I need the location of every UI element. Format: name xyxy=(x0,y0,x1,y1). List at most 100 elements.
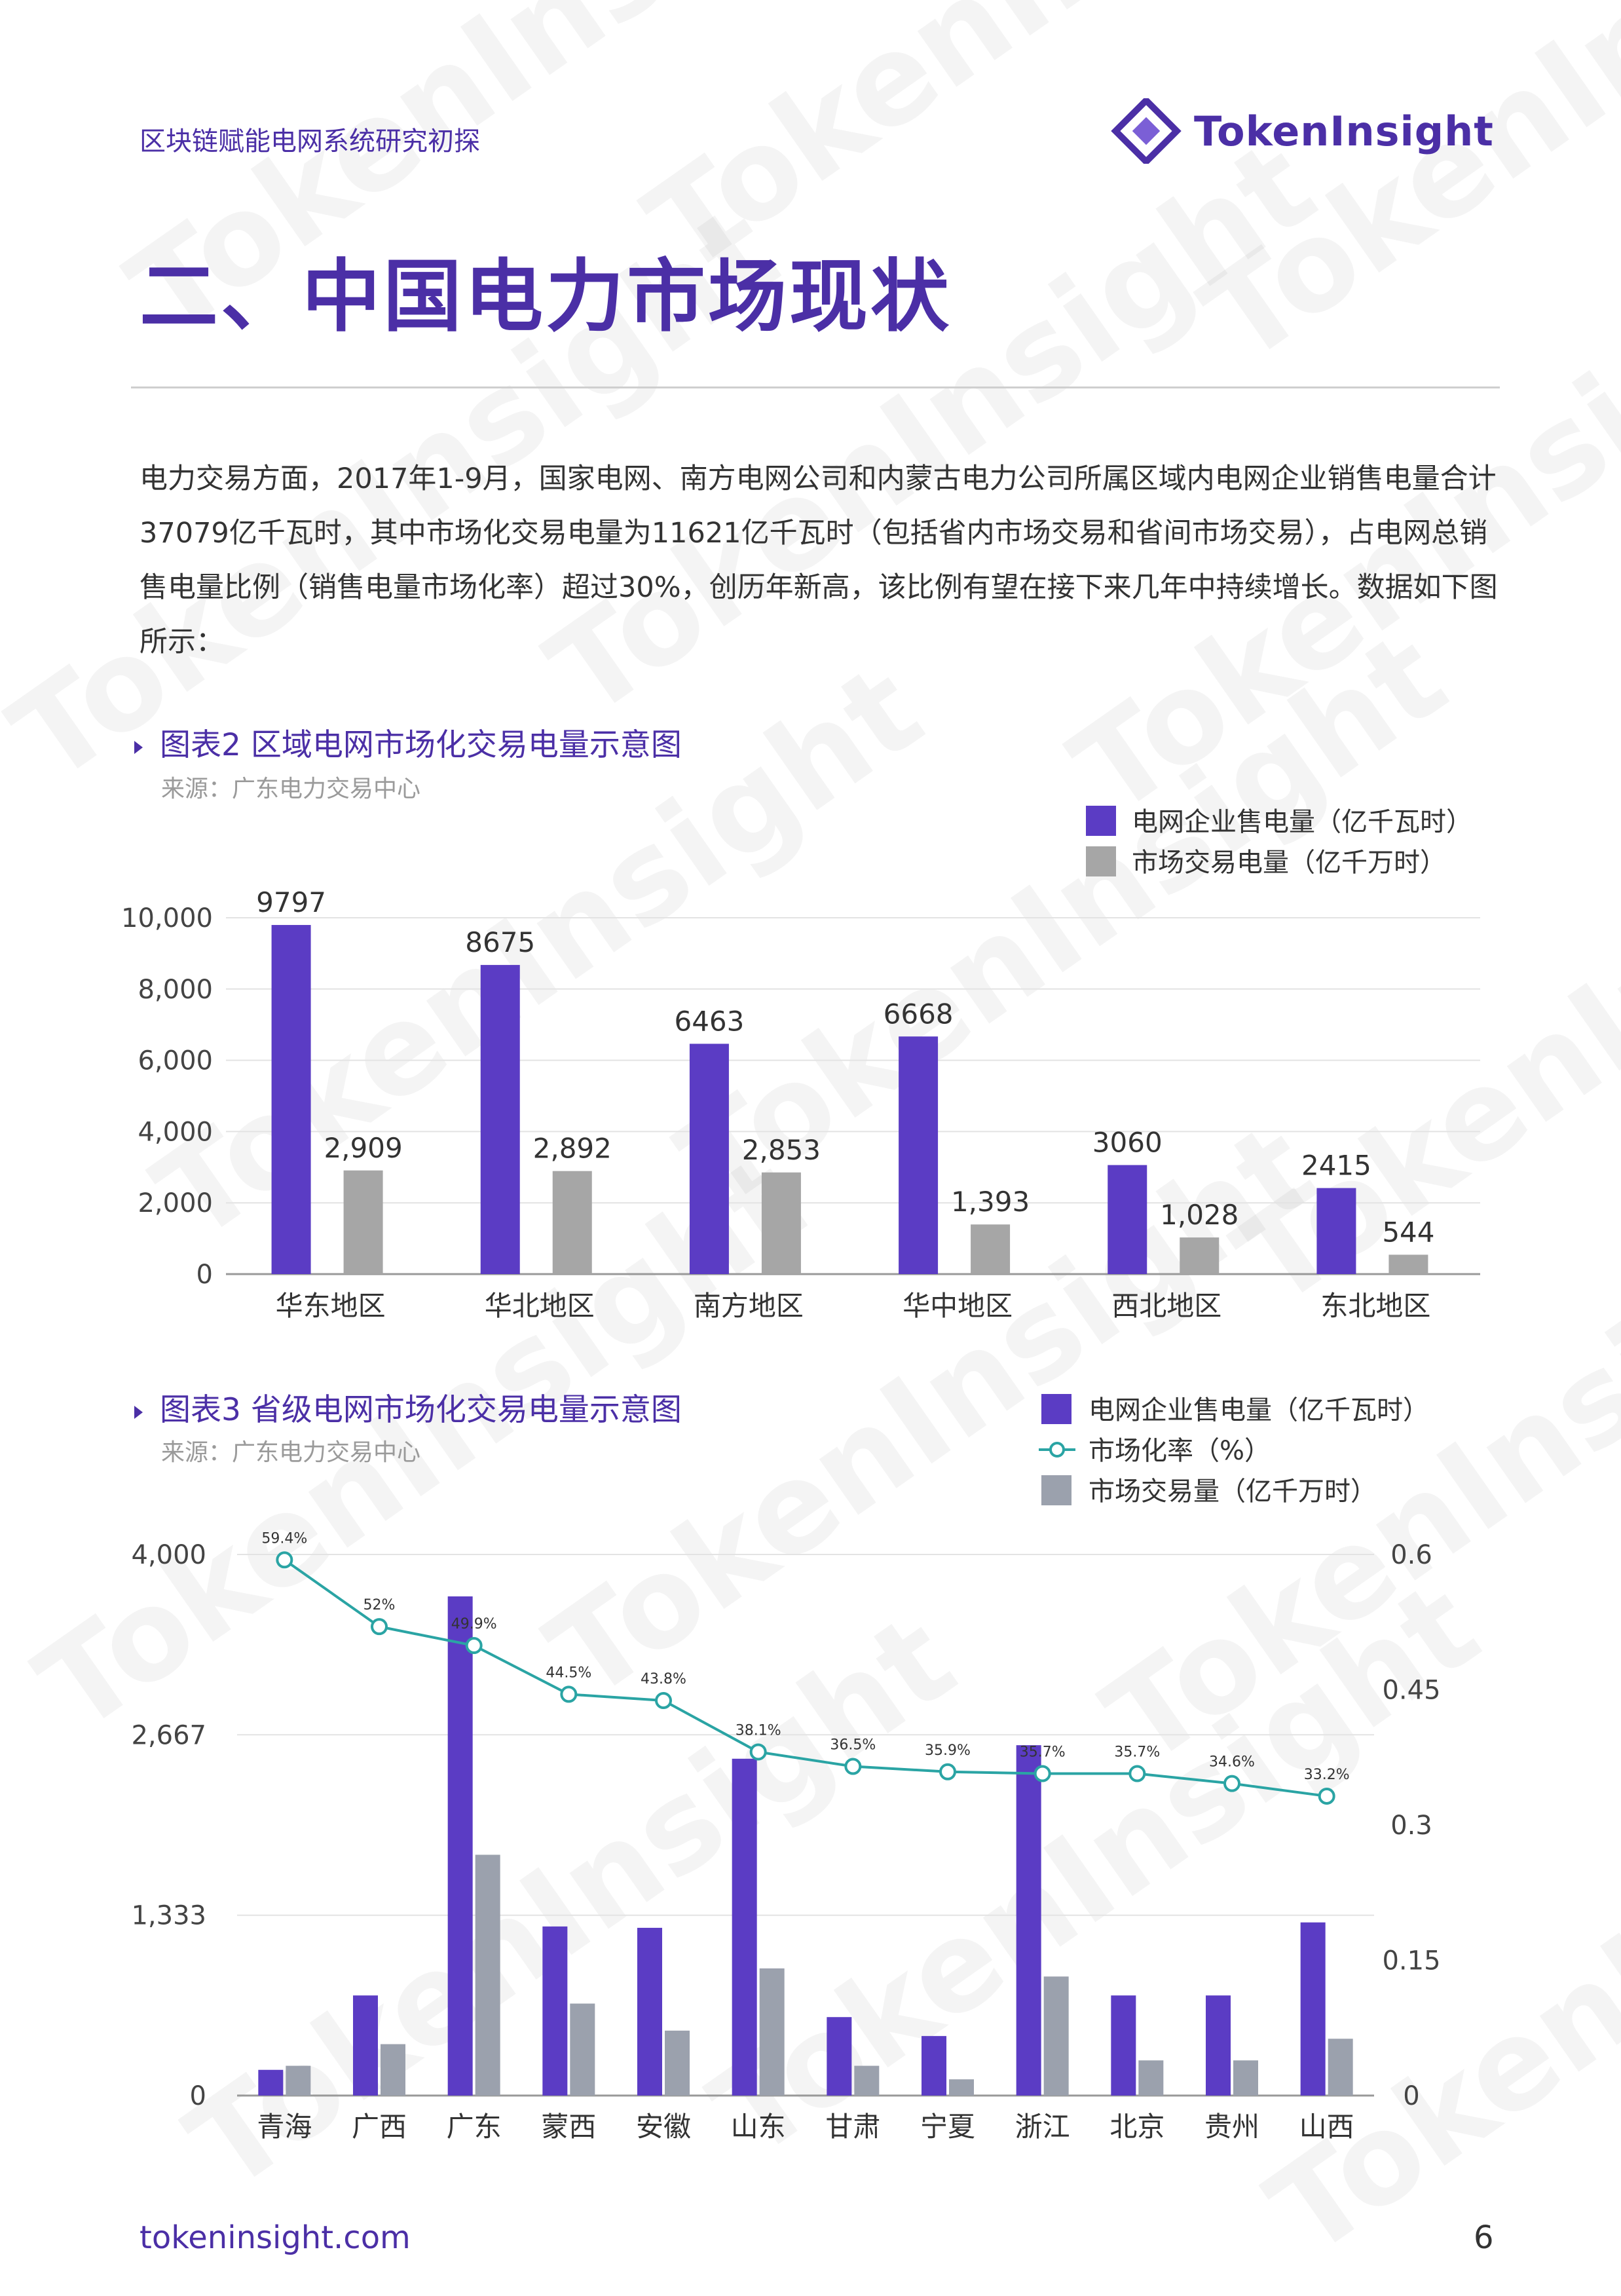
line-value-label: 49.9% xyxy=(451,1616,497,1632)
y2-tick-label: 0.6 xyxy=(1390,1540,1432,1570)
bar xyxy=(854,2065,880,2096)
y-tick-label: 10,000 xyxy=(121,903,213,933)
bar xyxy=(732,1758,757,2096)
line-value-label: 43.8% xyxy=(641,1671,686,1687)
bar xyxy=(343,1170,383,1274)
bar xyxy=(542,1926,568,2096)
section-title: 二、中国电力市场现状 xyxy=(140,252,952,343)
y-tick-label: 1,333 xyxy=(131,1901,206,1931)
y-tick-label: 6,000 xyxy=(138,1046,213,1076)
bar xyxy=(761,1172,801,1274)
legend-swatch xyxy=(1041,1475,1071,1505)
y-tick-label: 4,000 xyxy=(131,1540,206,1570)
figure3-source: 来源：广东电力交易中心 xyxy=(161,1439,421,1466)
bar-value-label: 9797 xyxy=(256,886,326,918)
x-tick-label: 青海 xyxy=(257,2111,312,2143)
logo: TokenInsight xyxy=(1110,98,1494,164)
bar-value-label: 544 xyxy=(1382,1216,1434,1248)
x-tick-label: 北京 xyxy=(1109,2111,1165,2143)
figure3-caption-text: 图表3 省级电网市场化交易电量示意图 xyxy=(160,1392,682,1428)
bar xyxy=(1233,2060,1258,2096)
market-rate-line xyxy=(284,1558,1327,1797)
x-tick-label: 广西 xyxy=(352,2111,407,2143)
line-point xyxy=(371,1618,388,1636)
line-point xyxy=(939,1763,956,1780)
caret-right-icon xyxy=(134,740,143,754)
legend-label: 市场化率（%） xyxy=(1089,1436,1271,1466)
bar xyxy=(922,2036,946,2096)
bar xyxy=(1043,1976,1069,2096)
x-tick-label: 甘肃 xyxy=(825,2111,880,2143)
line-point xyxy=(276,1551,293,1569)
bar xyxy=(665,2030,690,2096)
x-tick-label: 安徽 xyxy=(636,2111,691,2143)
legend-label: 市场交易量（亿千万时） xyxy=(1089,1477,1377,1507)
figure3-caption: 图表3 省级电网市场化交易电量示意图 xyxy=(134,1384,682,1429)
legend-label: 电网企业售电量（亿千瓦时） xyxy=(1089,1395,1429,1425)
bar xyxy=(899,1036,939,1274)
bar xyxy=(689,1044,729,1274)
bar xyxy=(381,2044,405,2096)
line-point xyxy=(1128,1765,1146,1782)
bar xyxy=(570,2003,595,2096)
bar xyxy=(1108,1165,1147,1274)
bar-value-label: 2,909 xyxy=(324,1132,402,1164)
legend-label: 市场交易电量（亿千万时） xyxy=(1132,848,1446,878)
y-tick-label: 2,667 xyxy=(131,1720,206,1750)
bar-value-label: 1,393 xyxy=(951,1186,1030,1218)
bar xyxy=(1138,2060,1164,2096)
bar-value-label: 2,853 xyxy=(742,1134,821,1166)
x-tick-label: 华中地区 xyxy=(903,1290,1013,1322)
line-value-label: 59.4% xyxy=(261,1530,307,1547)
line-value-label: 34.6% xyxy=(1209,1754,1255,1771)
line-point xyxy=(1318,1787,1335,1805)
y2-tick-label: 0.15 xyxy=(1382,1946,1440,1976)
figure2-source: 来源：广东电力交易中心 xyxy=(161,776,421,802)
caret-right-icon xyxy=(134,1405,143,1419)
bar xyxy=(637,1927,662,2096)
bar xyxy=(1180,1237,1220,1274)
bar-value-label: 6668 xyxy=(884,998,954,1030)
bar-value-label: 2415 xyxy=(1301,1150,1371,1182)
line-point xyxy=(465,1637,483,1655)
x-tick-label: 东北地区 xyxy=(1320,1290,1430,1322)
bar xyxy=(1206,1995,1231,2096)
figure2-caption-text: 图表2 区域电网市场化交易电量示意图 xyxy=(160,727,682,763)
x-tick-label: 华东地区 xyxy=(276,1290,386,1322)
line-value-label: 35.7% xyxy=(1020,1744,1066,1761)
x-tick-label: 蒙西 xyxy=(541,2111,596,2143)
line-point xyxy=(1223,1775,1240,1792)
legend-marker xyxy=(1049,1442,1065,1458)
bar xyxy=(353,1995,378,2096)
bar xyxy=(258,2069,284,2096)
x-tick-label: 西北地区 xyxy=(1111,1290,1221,1322)
bar xyxy=(1300,1922,1326,2096)
bar-value-label: 3060 xyxy=(1092,1127,1163,1159)
line-value-label: 36.5% xyxy=(830,1737,876,1754)
line-point xyxy=(749,1743,767,1761)
legend-swatch xyxy=(1086,806,1116,836)
x-tick-label: 南方地区 xyxy=(694,1290,804,1322)
y-tick-label: 2,000 xyxy=(138,1188,213,1218)
bar xyxy=(1328,2039,1353,2096)
line-value-label: 35.7% xyxy=(1114,1744,1160,1761)
footer-link[interactable]: tokeninsight.com xyxy=(140,2219,411,2256)
y2-tick-label: 0.45 xyxy=(1382,1676,1440,1706)
bar xyxy=(759,1968,785,2096)
document-title: 区块链赋能电网系统研究初探 xyxy=(140,126,480,157)
provincial-sales-chart: 4,000 2,667 1,333 0 0.6 0.45 0.3 0.15 0 青海 广西 广东 蒙西 安… xyxy=(131,1394,1441,2143)
y-tick-label: 0 xyxy=(196,1260,213,1290)
line-point xyxy=(560,1685,578,1703)
legend-swatch xyxy=(1041,1394,1071,1424)
y2-tick-label: 0 xyxy=(1403,2081,1419,2111)
line-value-label: 44.5% xyxy=(546,1665,591,1681)
bar xyxy=(286,2065,311,2096)
bar xyxy=(480,965,520,1274)
bar xyxy=(827,2017,852,2096)
line-value-label: 38.1% xyxy=(736,1722,781,1739)
line-value-label: 52% xyxy=(363,1597,396,1613)
bar xyxy=(447,1596,473,2096)
y-tick-label: 4,000 xyxy=(138,1117,213,1147)
line-point xyxy=(844,1758,862,1775)
